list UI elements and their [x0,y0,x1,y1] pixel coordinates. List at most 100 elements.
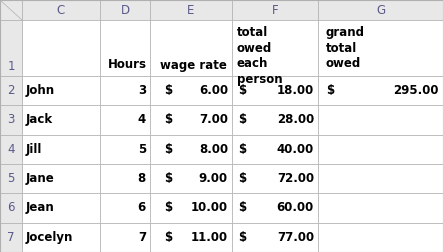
Text: 7: 7 [7,231,15,244]
Text: $: $ [164,84,172,97]
Bar [150,135,232,164]
Text: 40.00: 40.00 [277,143,314,156]
Bar [318,135,443,164]
Bar [22,193,100,223]
Text: Jill: Jill [26,143,43,156]
Text: grand
total
owed: grand total owed [326,26,365,70]
Text: C: C [57,4,65,16]
Text: Jocelyn: Jocelyn [26,231,74,244]
Bar [318,193,443,223]
Text: $: $ [238,143,246,156]
Bar [22,0,100,20]
Text: F: F [272,4,278,16]
Bar [100,0,150,20]
Bar [0,20,22,76]
Bar [150,0,232,20]
Bar [318,20,443,76]
Text: 60.00: 60.00 [277,201,314,214]
Text: $: $ [238,231,246,244]
Text: 3: 3 [8,113,15,127]
Text: 5: 5 [138,143,146,156]
Bar [100,105,150,135]
Text: 1: 1 [7,59,15,73]
Text: 5: 5 [8,172,15,185]
Text: 4: 4 [7,143,15,156]
Bar [22,76,100,105]
Bar [150,193,232,223]
Text: 8: 8 [138,172,146,185]
Bar [0,0,22,20]
Bar [150,105,232,135]
Bar [0,76,22,105]
Bar [22,164,100,193]
Bar [318,105,443,135]
Bar [100,223,150,252]
Text: 8.00: 8.00 [199,143,228,156]
Bar [318,223,443,252]
Text: 7: 7 [138,231,146,244]
Text: 2: 2 [7,84,15,97]
Bar [150,164,232,193]
Bar [100,135,150,164]
Text: $: $ [164,201,172,214]
Bar [232,0,318,20]
Text: Jane: Jane [26,172,55,185]
Text: 6: 6 [7,201,15,214]
Text: $: $ [164,113,172,127]
Bar [150,76,232,105]
Bar [318,0,443,20]
Bar [232,135,318,164]
Bar [232,223,318,252]
Text: John: John [26,84,55,97]
Text: 9.00: 9.00 [199,172,228,185]
Bar [100,76,150,105]
Text: 295.00: 295.00 [393,84,439,97]
Text: 6: 6 [138,201,146,214]
Text: 11.00: 11.00 [191,231,228,244]
Bar [0,135,22,164]
Text: $: $ [238,172,246,185]
Text: Jean: Jean [26,201,55,214]
Text: 4: 4 [138,113,146,127]
Text: 10.00: 10.00 [191,201,228,214]
Text: D: D [120,4,129,16]
Text: 77.00: 77.00 [277,231,314,244]
Text: 72.00: 72.00 [277,172,314,185]
Bar [0,105,22,135]
Text: G: G [376,4,385,16]
Text: $: $ [326,84,334,97]
Text: $: $ [164,231,172,244]
Text: 6.00: 6.00 [199,84,228,97]
Bar [232,20,318,76]
Text: $: $ [238,201,246,214]
Bar [232,105,318,135]
Bar [22,20,100,76]
Bar [232,164,318,193]
Bar [22,223,100,252]
Text: E: E [187,4,194,16]
Text: total
owed
each
person: total owed each person [237,26,283,85]
Text: 3: 3 [138,84,146,97]
Text: 7.00: 7.00 [199,113,228,127]
Bar [22,105,100,135]
Text: $: $ [164,172,172,185]
Bar [0,223,22,252]
Text: 28.00: 28.00 [277,113,314,127]
Bar [22,135,100,164]
Text: $: $ [238,113,246,127]
Text: $: $ [164,143,172,156]
Text: 18.00: 18.00 [277,84,314,97]
Bar [0,164,22,193]
Bar [150,223,232,252]
Bar [100,164,150,193]
Text: wage rate: wage rate [159,58,226,72]
Bar [0,193,22,223]
Bar [150,20,232,76]
Bar [232,193,318,223]
Bar [318,164,443,193]
Bar [232,76,318,105]
Bar [100,193,150,223]
Bar [318,76,443,105]
Text: $: $ [238,84,246,97]
Text: Jack: Jack [26,113,53,127]
